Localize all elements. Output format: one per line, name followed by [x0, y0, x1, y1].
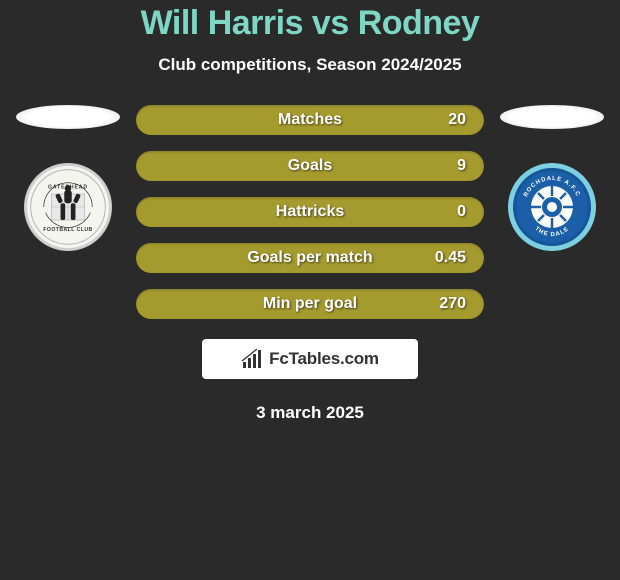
- stat-value: 0: [457, 203, 466, 221]
- svg-text:FOOTBALL CLUB: FOOTBALL CLUB: [43, 227, 92, 233]
- stat-bar-goals: Goals 9: [136, 151, 484, 181]
- bar-chart-icon: [241, 348, 263, 370]
- stat-bar-goals-per-match: Goals per match 0.45: [136, 243, 484, 273]
- gateshead-icon: GATESHEAD FOOTBALL CLUB: [27, 166, 109, 248]
- player-placeholder-right: [500, 105, 604, 129]
- stat-bar-matches: Matches 20: [136, 105, 484, 135]
- stat-value: 9: [457, 157, 466, 175]
- brand-pill[interactable]: FcTables.com: [202, 339, 418, 379]
- stat-label: Hattricks: [276, 203, 344, 221]
- right-column: ROCHDALE A.F.C: [492, 105, 612, 251]
- club-badge-gateshead[interactable]: GATESHEAD FOOTBALL CLUB: [24, 163, 112, 251]
- stat-bar-hattricks: Hattricks 0: [136, 197, 484, 227]
- date-text: 3 march 2025: [0, 403, 620, 423]
- left-column: GATESHEAD FOOTBALL CLUB: [8, 105, 128, 251]
- stat-label: Goals: [288, 157, 332, 175]
- club-badge-rochdale[interactable]: ROCHDALE A.F.C: [508, 163, 596, 251]
- stat-value: 0.45: [435, 249, 466, 267]
- stat-value: 20: [448, 111, 466, 129]
- content-row: GATESHEAD FOOTBALL CLUB: [0, 105, 620, 319]
- stat-value: 270: [439, 295, 466, 313]
- stats-column: Matches 20 Goals 9 Hattricks 0 Goals per…: [136, 105, 484, 319]
- player-placeholder-left: [16, 105, 120, 129]
- page-title: Will Harris vs Rodney: [0, 4, 620, 43]
- stat-label: Min per goal: [263, 295, 357, 313]
- brand-label: FcTables.com: [269, 349, 379, 369]
- subtitle: Club competitions, Season 2024/2025: [0, 55, 620, 75]
- rochdale-icon: ROCHDALE A.F.C: [513, 168, 591, 246]
- stat-label: Matches: [278, 111, 342, 129]
- stat-label: Goals per match: [247, 249, 372, 267]
- stat-bar-min-per-goal: Min per goal 270: [136, 289, 484, 319]
- comparison-widget: Will Harris vs Rodney Club competitions,…: [0, 0, 620, 423]
